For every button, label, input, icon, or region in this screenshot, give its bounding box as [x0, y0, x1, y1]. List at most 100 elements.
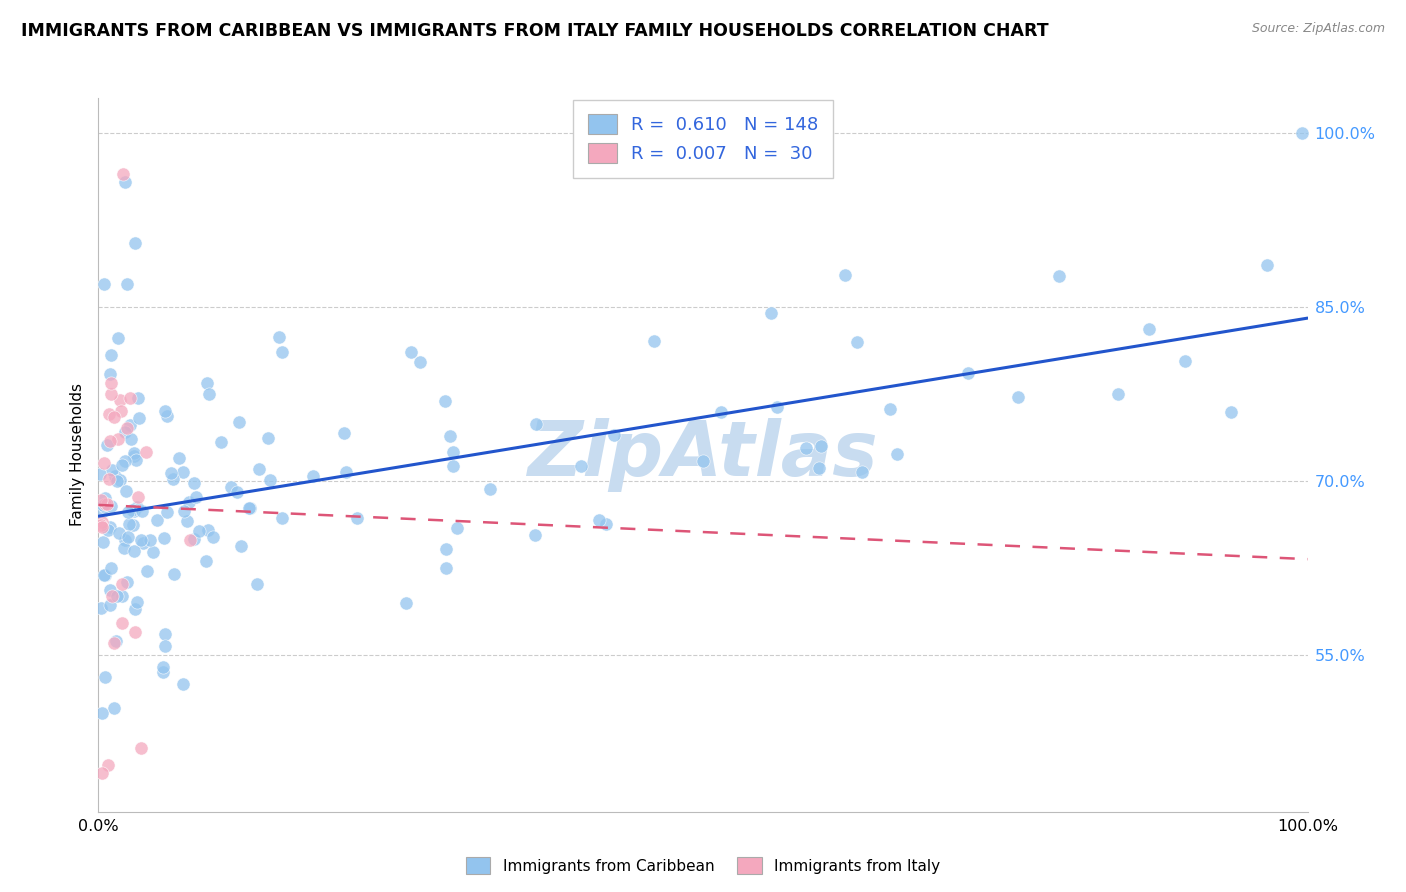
- Point: [118, 516, 141, 531]
- Point: [219, 479, 242, 493]
- Point: [114, 454, 136, 468]
- Point: [692, 454, 714, 468]
- Point: [100, 376, 122, 391]
- Point: [91, 504, 114, 518]
- Point: [101, 589, 124, 603]
- Point: [197, 387, 219, 401]
- Point: [269, 330, 291, 344]
- Point: [127, 500, 149, 515]
- Point: [122, 450, 145, 464]
- Point: [1107, 386, 1129, 401]
- Point: [93, 456, 115, 470]
- Point: [93, 277, 115, 291]
- Point: [160, 467, 183, 481]
- Point: [183, 475, 205, 490]
- Point: [152, 665, 174, 680]
- Point: [225, 484, 247, 499]
- Point: [1174, 353, 1197, 368]
- Point: [152, 659, 174, 673]
- Point: [127, 391, 149, 405]
- Point: [810, 439, 832, 453]
- Point: [125, 595, 148, 609]
- Point: [249, 462, 271, 476]
- Point: [153, 639, 176, 653]
- Point: [956, 366, 979, 380]
- Point: [115, 277, 138, 291]
- Point: [90, 600, 112, 615]
- Point: [94, 497, 117, 511]
- Point: [98, 407, 121, 421]
- Point: [110, 576, 132, 591]
- Point: [239, 501, 262, 516]
- Point: [156, 409, 179, 424]
- Point: [163, 566, 186, 581]
- Point: [107, 331, 129, 345]
- Point: [97, 758, 120, 772]
- Point: [153, 627, 176, 641]
- Point: [162, 472, 184, 486]
- Point: [1139, 322, 1161, 336]
- Point: [643, 334, 665, 348]
- Point: [446, 521, 468, 535]
- Point: [127, 490, 149, 504]
- Point: [129, 740, 152, 755]
- Point: [172, 466, 194, 480]
- Point: [399, 344, 422, 359]
- Point: [172, 677, 194, 691]
- Point: [96, 497, 118, 511]
- Point: [603, 428, 626, 442]
- Point: [1047, 268, 1070, 283]
- Point: [394, 596, 416, 610]
- Point: [153, 531, 176, 545]
- Point: [138, 533, 160, 548]
- Point: [183, 532, 205, 546]
- Point: [794, 442, 817, 456]
- Point: [104, 469, 127, 483]
- Point: [156, 505, 179, 519]
- Point: [122, 504, 145, 518]
- Point: [228, 415, 250, 429]
- Point: [120, 432, 142, 446]
- Point: [184, 491, 207, 505]
- Point: [124, 624, 146, 639]
- Point: [195, 376, 218, 390]
- Point: [110, 392, 132, 407]
- Point: [115, 420, 138, 434]
- Point: [91, 706, 114, 720]
- Point: [98, 582, 121, 597]
- Point: [523, 528, 546, 542]
- Point: [229, 539, 252, 553]
- Point: [103, 700, 125, 714]
- Point: [121, 503, 143, 517]
- Point: [101, 463, 124, 477]
- Point: [177, 495, 200, 509]
- Point: [90, 520, 112, 534]
- Point: [176, 514, 198, 528]
- Point: [98, 434, 121, 448]
- Point: [335, 465, 357, 479]
- Point: [807, 461, 830, 475]
- Point: [209, 434, 232, 449]
- Point: [107, 432, 129, 446]
- Point: [98, 599, 121, 613]
- Point: [93, 500, 115, 515]
- Point: [188, 524, 211, 538]
- Text: Source: ZipAtlas.com: Source: ZipAtlas.com: [1251, 22, 1385, 36]
- Point: [333, 425, 356, 440]
- Point: [245, 577, 267, 591]
- Point: [765, 400, 787, 414]
- Point: [1219, 405, 1241, 419]
- Point: [879, 401, 901, 416]
- Y-axis label: Family Households: Family Households: [69, 384, 84, 526]
- Point: [105, 474, 128, 488]
- Point: [93, 568, 115, 582]
- Point: [834, 268, 856, 282]
- Point: [110, 404, 132, 418]
- Point: [259, 473, 281, 487]
- Point: [346, 511, 368, 525]
- Point: [100, 499, 122, 513]
- Point: [112, 167, 135, 181]
- Point: [90, 766, 112, 780]
- Point: [124, 601, 146, 615]
- Point: [120, 417, 142, 432]
